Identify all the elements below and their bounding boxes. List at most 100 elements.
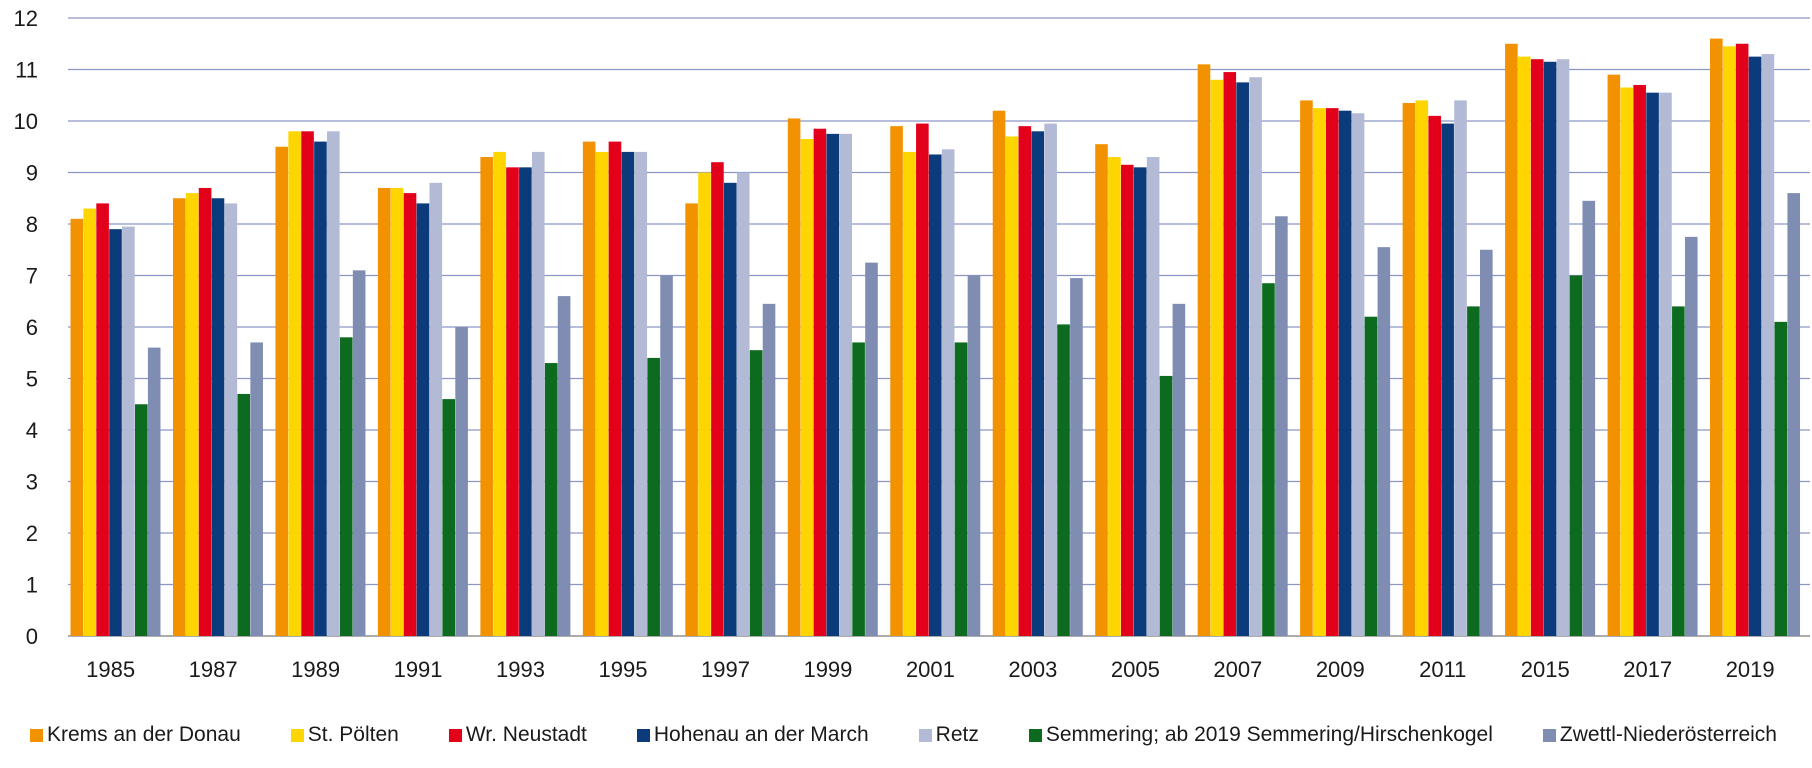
- bar: [1607, 74, 1621, 636]
- x-tick-label: 2005: [1111, 657, 1160, 682]
- x-tick-label: 1985: [86, 657, 135, 682]
- legend-swatch: [1028, 728, 1042, 742]
- bar: [83, 208, 96, 637]
- legend-label: Wr. Neustadt: [465, 723, 587, 746]
- bar: [403, 193, 417, 636]
- bar: [992, 110, 1006, 636]
- legend-label: Retz: [935, 723, 979, 746]
- bar: [762, 303, 776, 636]
- bar: [211, 198, 225, 636]
- x-tick-label: 2015: [1521, 657, 1570, 682]
- bar: [455, 327, 468, 636]
- bar: [416, 203, 430, 636]
- y-tick-label: 11: [15, 58, 38, 83]
- x-tick-label: 2007: [1213, 657, 1262, 682]
- bar: [429, 182, 443, 637]
- chart-legend: Krems an der Donau St. Pölten Wr. Neustadt…: [30, 718, 1810, 752]
- legend-swatch: [290, 728, 304, 742]
- y-tick-label: 8: [26, 212, 38, 237]
- y-tick-label: 5: [26, 367, 38, 392]
- bar: [1659, 92, 1672, 637]
- bar: [224, 203, 238, 636]
- bar: [1210, 79, 1224, 637]
- bar: [1121, 164, 1134, 636]
- y-tick-label: 10: [14, 109, 38, 134]
- bar: [301, 131, 314, 637]
- bar: [250, 342, 263, 636]
- bar: [711, 162, 724, 636]
- bar: [70, 218, 84, 636]
- bar: [1672, 306, 1685, 636]
- y-tick-label: 6: [26, 315, 38, 340]
- bar: [1313, 108, 1326, 636]
- bar: [1441, 123, 1454, 636]
- bar: [135, 404, 148, 636]
- bar: [1556, 59, 1570, 636]
- bars: [70, 38, 1801, 637]
- bar: [1172, 303, 1186, 636]
- bar: [608, 141, 622, 636]
- bar: [1325, 108, 1339, 636]
- bar: [172, 198, 186, 636]
- bar: [1505, 43, 1518, 636]
- bar: [1133, 167, 1147, 636]
- bar: [736, 172, 750, 636]
- bar: [442, 399, 456, 636]
- bar: [237, 393, 251, 636]
- legend-swatch: [1542, 728, 1556, 742]
- bar: [147, 347, 161, 636]
- bar: [595, 151, 609, 636]
- x-tick-label: 1989: [291, 657, 340, 682]
- legend-label: Krems an der Donau: [47, 723, 241, 746]
- bar: [1262, 283, 1275, 636]
- x-tick-label: 1995: [599, 657, 648, 682]
- bar: [621, 151, 635, 636]
- bar: [557, 296, 571, 636]
- legend-item: Hohenau an der March: [636, 723, 869, 747]
- bar: [1351, 113, 1365, 636]
- bar: [1159, 375, 1173, 636]
- bar: [198, 187, 212, 636]
- x-tick-label: 2001: [906, 657, 955, 682]
- bar: [493, 151, 506, 636]
- bar: [1633, 84, 1646, 636]
- bar: [813, 128, 827, 636]
- bar: [1517, 56, 1531, 636]
- bar: [1236, 82, 1249, 636]
- bar: [839, 133, 852, 636]
- bar: [1338, 110, 1352, 636]
- bar: [1377, 247, 1391, 637]
- y-tick-label: 0: [26, 624, 38, 649]
- bar: [1748, 56, 1762, 636]
- bar: [1530, 59, 1544, 636]
- y-tick-label: 12: [14, 6, 38, 31]
- bar: [826, 133, 840, 636]
- bar: [531, 151, 545, 636]
- bar: [1223, 72, 1237, 636]
- y-tick-label: 7: [26, 264, 38, 289]
- bar: [1787, 193, 1801, 636]
- bar: [1415, 100, 1429, 636]
- bar: [1774, 321, 1788, 636]
- legend-item: Zwettl-Niederösterreich: [1542, 723, 1777, 747]
- bar: [109, 229, 122, 636]
- bar: [916, 123, 929, 636]
- bar: [1031, 131, 1045, 637]
- bar: [685, 203, 698, 636]
- legend-label: Hohenau an der March: [653, 723, 869, 746]
- bar: [1428, 115, 1442, 637]
- bar: [1569, 275, 1583, 636]
- bar: [1454, 100, 1467, 636]
- bar: [1044, 123, 1057, 636]
- legend-swatch: [30, 728, 43, 742]
- bar: [1646, 92, 1659, 637]
- bar: [1146, 157, 1160, 637]
- x-tick-label: 2011: [1419, 657, 1466, 682]
- bar: [1722, 46, 1736, 636]
- bar: [1364, 316, 1378, 636]
- bar: [800, 139, 814, 636]
- bar: [1108, 157, 1121, 637]
- bar: [1095, 144, 1108, 637]
